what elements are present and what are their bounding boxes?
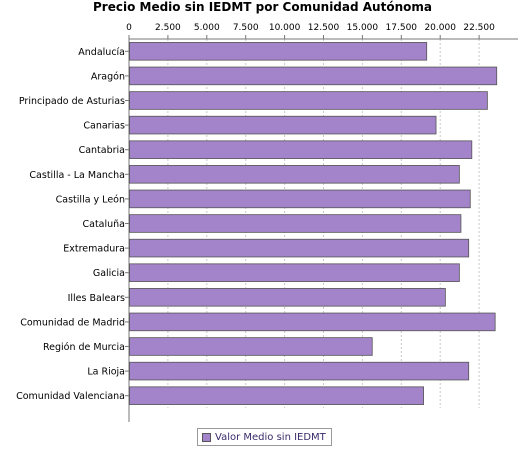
chart-title: Precio Medio sin IEDMT por Comunidad Aut… [93, 0, 432, 14]
bar [129, 42, 428, 61]
category-label: Illes Balears [68, 293, 125, 304]
bar [129, 312, 496, 332]
category-label: Castilla y León [56, 194, 125, 205]
bar [129, 361, 470, 381]
category-label: Canarias [83, 121, 125, 132]
category-label: Andalucía [78, 47, 125, 58]
legend: Valor Medio sin IEDMT [197, 428, 332, 446]
category-label: Extremadura [63, 244, 125, 255]
bar [129, 337, 373, 356]
category-label: Principado de Asturias [19, 96, 125, 107]
bar [129, 140, 473, 159]
x-tick-label: 20.000 [424, 23, 456, 33]
category-label: Región de Murcia [43, 342, 125, 353]
legend-swatch [202, 432, 211, 442]
x-tick-label: 5.000 [194, 23, 220, 33]
x-tick-label: 15.000 [347, 23, 379, 33]
bar [129, 214, 462, 233]
category-label: Comunidad Valenciana [16, 391, 125, 402]
bar [129, 66, 498, 86]
bar [129, 189, 471, 209]
category-label: Galicia [93, 268, 125, 279]
x-tick-label: 10.000 [269, 23, 301, 33]
category-label: La Rioja [87, 367, 125, 378]
bar [129, 115, 437, 135]
legend-label: Valor Medio sin IEDMT [215, 431, 326, 443]
bar [129, 263, 460, 282]
bar [129, 165, 460, 184]
bar [129, 386, 424, 405]
category-label: Cataluña [82, 219, 125, 230]
x-tick-label: 22.500 [463, 23, 495, 33]
bar [129, 288, 446, 307]
x-tick-label: 2.500 [155, 23, 181, 33]
x-tick-label: 12.500 [308, 23, 340, 33]
bar [129, 91, 488, 110]
x-tick-label: 7.500 [233, 23, 259, 33]
category-label: Cantabria [79, 145, 125, 156]
category-label: Comunidad de Madrid [20, 317, 125, 328]
x-tick-label: 0 [126, 23, 132, 33]
category-label: Castilla - La Mancha [29, 170, 125, 181]
bar [129, 238, 470, 258]
x-tick-label: 17.500 [386, 23, 418, 33]
category-label: Aragón [91, 71, 125, 82]
